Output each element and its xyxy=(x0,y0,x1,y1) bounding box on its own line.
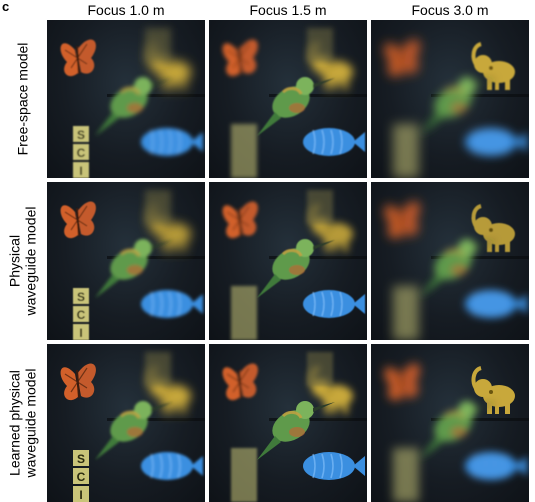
hologram-image-r3-c3 xyxy=(371,344,529,502)
background-object-icon xyxy=(307,352,333,386)
block-letter-c: C xyxy=(77,308,86,322)
letter-blocks-icon: SCI xyxy=(73,450,89,502)
block-letter-i: I xyxy=(79,164,82,178)
block-letter-c: C xyxy=(77,470,86,484)
row-label-1: Free-space model xyxy=(0,20,44,178)
hologram-image-r3-c2 xyxy=(209,344,367,502)
background-object-icon xyxy=(469,190,495,224)
row-label-2-line-1: Physical xyxy=(6,207,22,316)
background-object-icon xyxy=(145,190,171,224)
letter-blocks-icon xyxy=(393,286,419,340)
column-title-1: Focus 1.0 m xyxy=(47,2,205,18)
hologram-image-r2-c2 xyxy=(209,182,367,340)
letter-blocks-icon xyxy=(231,286,257,340)
background-object-icon xyxy=(469,352,495,386)
background-object-icon xyxy=(145,352,171,386)
letter-blocks-icon xyxy=(231,124,257,178)
block-letter-s: S xyxy=(77,290,85,304)
panel-letter: c xyxy=(2,0,9,14)
block-letter-i: I xyxy=(79,488,82,502)
column-title-3: Focus 3.0 m xyxy=(371,2,529,18)
hologram-image-r1-c2 xyxy=(209,20,367,178)
block-letter-s: S xyxy=(77,452,85,466)
column-title-2: Focus 1.5 m xyxy=(209,2,367,18)
letter-blocks-icon xyxy=(393,448,419,502)
background-object-icon xyxy=(307,190,333,224)
letter-blocks-icon: SCI xyxy=(73,126,89,178)
background-object-icon xyxy=(469,28,495,62)
letter-blocks-icon: SCI xyxy=(73,288,89,340)
row-label-2: Physical waveguide model xyxy=(0,182,44,340)
block-letter-i: I xyxy=(79,326,82,340)
letter-blocks-icon xyxy=(393,124,419,178)
letter-blocks-icon xyxy=(231,448,257,502)
hologram-image-r2-c3 xyxy=(371,182,529,340)
block-letter-c: C xyxy=(77,146,86,160)
row-label-1-line-1: Free-space model xyxy=(14,43,30,156)
background-object-icon xyxy=(307,28,333,62)
hologram-image-r1-c3 xyxy=(371,20,529,178)
row-label-3-line-1: Learned physical xyxy=(6,369,22,478)
row-label-3: Learned physical waveguide model xyxy=(0,344,44,502)
row-label-2-line-2: waveguide model xyxy=(22,207,38,316)
row-label-3-line-2: waveguide model xyxy=(22,369,38,478)
background-object-icon xyxy=(145,28,171,62)
block-letter-s: S xyxy=(77,128,85,142)
